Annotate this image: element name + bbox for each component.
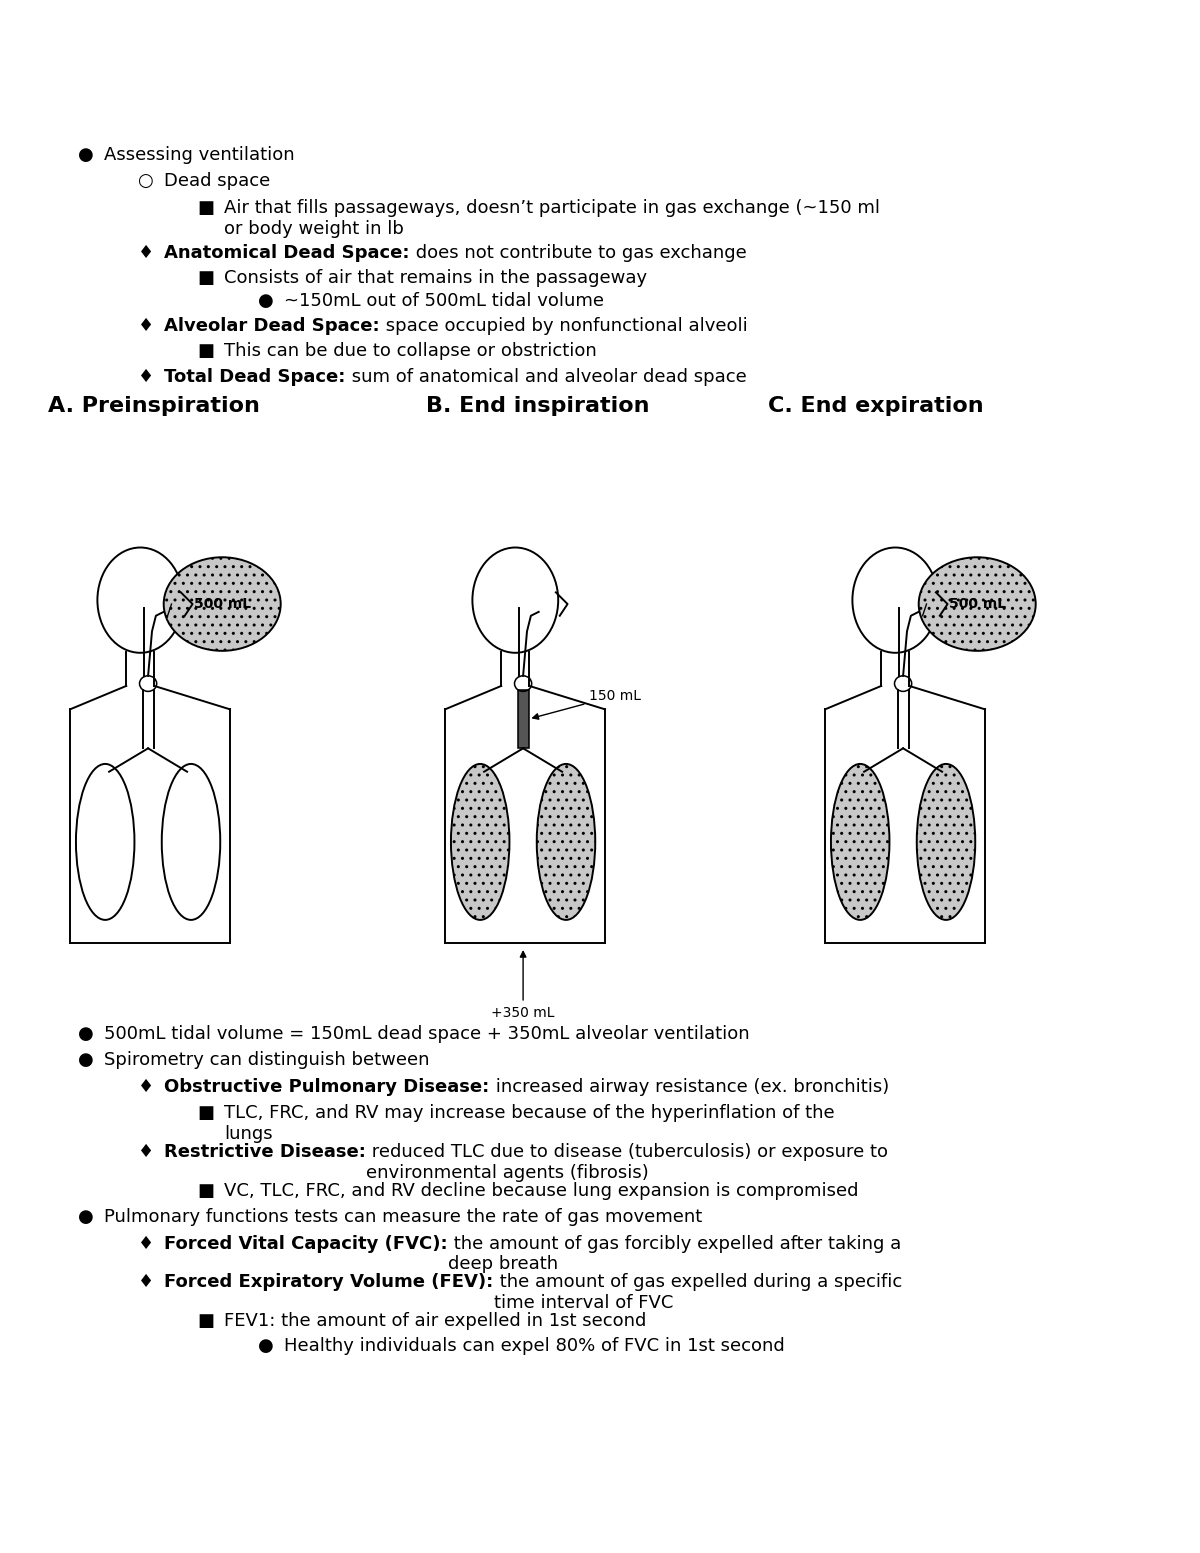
Text: the amount of gas forcibly expelled after taking a
deep breath: the amount of gas forcibly expelled afte… — [448, 1235, 901, 1273]
Text: This can be due to collapse or obstriction: This can be due to collapse or obstricti… — [224, 342, 598, 360]
Text: ■: ■ — [198, 342, 227, 360]
Text: sum of anatomical and alveolar dead space: sum of anatomical and alveolar dead spac… — [346, 368, 746, 387]
Text: Forced Expiratory Volume (FEV):: Forced Expiratory Volume (FEV): — [164, 1273, 493, 1292]
Text: ♦: ♦ — [138, 1235, 166, 1253]
Text: ♦: ♦ — [138, 317, 166, 335]
Ellipse shape — [451, 764, 510, 919]
Text: Anatomical Dead Space:: Anatomical Dead Space: — [164, 244, 410, 262]
Text: A. Preinspiration: A. Preinspiration — [48, 396, 260, 416]
Text: ●: ● — [258, 292, 286, 311]
Text: reduced TLC due to disease (tuberculosis) or exposure to
environmental agents (f: reduced TLC due to disease (tuberculosis… — [366, 1143, 888, 1182]
Text: ♦: ♦ — [138, 1273, 166, 1292]
Ellipse shape — [830, 764, 889, 919]
Text: Alveolar Dead Space:: Alveolar Dead Space: — [164, 317, 380, 335]
Text: FEV1: the amount of air expelled in 1st second: FEV1: the amount of air expelled in 1st … — [224, 1312, 647, 1331]
Text: ♦: ♦ — [138, 368, 166, 387]
Text: ♦: ♦ — [138, 1078, 166, 1096]
Text: ■: ■ — [198, 1312, 227, 1331]
Text: the amount of gas expelled during a specific
time interval of FVC: the amount of gas expelled during a spec… — [493, 1273, 902, 1312]
Text: Air that fills passageways, doesn’t participate in gas exchange (~150 ml
or body: Air that fills passageways, doesn’t part… — [224, 199, 881, 238]
Text: Obstructive Pulmonary Disease:: Obstructive Pulmonary Disease: — [164, 1078, 490, 1096]
Text: ■: ■ — [198, 1104, 227, 1123]
Ellipse shape — [919, 558, 1036, 651]
Ellipse shape — [917, 764, 976, 919]
Text: Consists of air that remains in the passageway: Consists of air that remains in the pass… — [224, 269, 648, 287]
Text: increased airway resistance (ex. bronchitis): increased airway resistance (ex. bronchi… — [490, 1078, 889, 1096]
Text: Healthy individuals can expel 80% of FVC in 1st second: Healthy individuals can expel 80% of FVC… — [284, 1337, 785, 1356]
Text: ~150mL out of 500mL tidal volume: ~150mL out of 500mL tidal volume — [284, 292, 605, 311]
Text: does not contribute to gas exchange: does not contribute to gas exchange — [410, 244, 746, 262]
Text: C. End expiration: C. End expiration — [768, 396, 984, 416]
Ellipse shape — [163, 558, 281, 651]
Text: +350 mL: +350 mL — [491, 952, 554, 1020]
Text: VC, TLC, FRC, and RV decline because lung expansion is compromised: VC, TLC, FRC, and RV decline because lun… — [224, 1182, 859, 1200]
Text: Assessing ventilation: Assessing ventilation — [104, 146, 295, 165]
Text: ■: ■ — [198, 199, 227, 217]
Text: ○: ○ — [138, 172, 166, 191]
Text: 500 mL: 500 mL — [949, 596, 1006, 610]
Text: ●: ● — [258, 1337, 286, 1356]
FancyBboxPatch shape — [517, 690, 528, 749]
Text: Pulmonary functions tests can measure the rate of gas movement: Pulmonary functions tests can measure th… — [104, 1208, 703, 1227]
Text: ♦: ♦ — [138, 244, 166, 262]
Text: ♦: ♦ — [138, 1143, 166, 1162]
Text: 500 mL: 500 mL — [193, 596, 251, 610]
Text: 150 mL: 150 mL — [533, 688, 641, 719]
Text: Dead space: Dead space — [164, 172, 271, 191]
Text: ●: ● — [78, 146, 106, 165]
Text: Restrictive Disease:: Restrictive Disease: — [164, 1143, 366, 1162]
Text: Spirometry can distinguish between: Spirometry can distinguish between — [104, 1051, 430, 1070]
Text: Forced Vital Capacity (FVC):: Forced Vital Capacity (FVC): — [164, 1235, 448, 1253]
Ellipse shape — [536, 764, 595, 919]
Text: 500mL tidal volume = 150mL dead space + 350mL alveolar ventilation: 500mL tidal volume = 150mL dead space + … — [104, 1025, 750, 1044]
Text: ●: ● — [78, 1208, 106, 1227]
Text: B. End inspiration: B. End inspiration — [426, 396, 649, 416]
Text: ●: ● — [78, 1051, 106, 1070]
Text: ●: ● — [78, 1025, 106, 1044]
Text: TLC, FRC, and RV may increase because of the hyperinflation of the
lungs: TLC, FRC, and RV may increase because of… — [224, 1104, 835, 1143]
Text: ■: ■ — [198, 1182, 227, 1200]
Text: ■: ■ — [198, 269, 227, 287]
Text: Total Dead Space:: Total Dead Space: — [164, 368, 346, 387]
Text: space occupied by nonfunctional alveoli: space occupied by nonfunctional alveoli — [380, 317, 748, 335]
